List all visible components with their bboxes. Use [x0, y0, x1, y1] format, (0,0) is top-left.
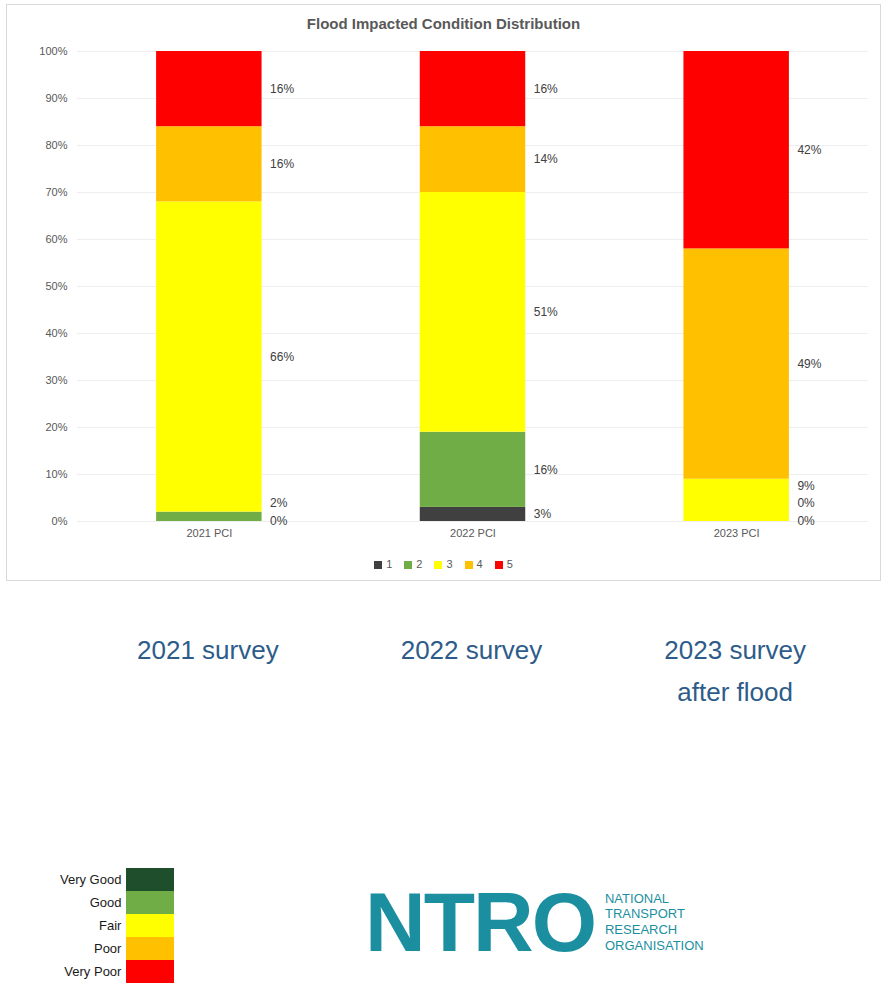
svg-text:66%: 66%: [270, 350, 294, 364]
html-text:NATIONAL: NATIONAL: [605, 890, 669, 906]
svg-text:16%: 16%: [270, 82, 294, 96]
svg-text:90%: 90%: [45, 92, 67, 104]
svg-text:2%: 2%: [270, 496, 288, 510]
html-text:after flood: after flood: [677, 676, 793, 707]
svg-text:80%: 80%: [45, 139, 67, 151]
svg-text:9%: 9%: [797, 479, 815, 493]
html-text:3: 3: [446, 558, 453, 570]
html-text:2023 survey: 2023 survey: [664, 635, 806, 665]
svg-text:16%: 16%: [534, 463, 558, 477]
svg-text:2023 PCI: 2023 PCI: [714, 527, 760, 539]
svg-text:42%: 42%: [797, 143, 821, 157]
svg-text:0%: 0%: [52, 515, 68, 527]
svg-text:3%: 3%: [534, 507, 552, 521]
html-text:Flood Impacted Condition Distr: Flood Impacted Condition Distribution: [306, 15, 581, 32]
svg-text:0%: 0%: [270, 514, 288, 528]
svg-text:51%: 51%: [534, 305, 558, 319]
svg-text:16%: 16%: [270, 157, 294, 171]
svg-text:70%: 70%: [45, 186, 67, 198]
svg-text:20%: 20%: [45, 421, 67, 433]
svg-text:2022 PCI: 2022 PCI: [450, 527, 496, 539]
html-text:2021 survey: 2021 survey: [137, 635, 279, 665]
html-text:Poor: Poor: [94, 941, 122, 956]
html-text:NTRO: NTRO: [365, 875, 595, 969]
svg-text:0%: 0%: [797, 514, 815, 528]
html-text:RESEARCH: RESEARCH: [605, 922, 678, 937]
html-text:1: 1: [386, 558, 393, 570]
html-text:2: 2: [416, 558, 423, 570]
svg-text:2021 PCI: 2021 PCI: [186, 527, 232, 539]
svg-text:49%: 49%: [797, 357, 821, 371]
html-text:4: 4: [476, 558, 483, 570]
html-text:Fair: Fair: [99, 918, 122, 933]
html-text:5: 5: [506, 558, 513, 570]
html-text:TRANSPORT: TRANSPORT: [605, 906, 685, 922]
svg-text:30%: 30%: [45, 374, 67, 386]
svg-text:10%: 10%: [45, 468, 67, 480]
svg-text:100%: 100%: [39, 45, 67, 57]
html-text:2022 survey: 2022 survey: [400, 635, 543, 665]
svg-text:16%: 16%: [534, 82, 558, 96]
svg-text:50%: 50%: [45, 280, 67, 292]
html-text:ORGANISATION: ORGANISATION: [605, 937, 704, 953]
svg-text:0%: 0%: [797, 496, 815, 510]
html-text:Good: Good: [89, 895, 122, 910]
svg-text:40%: 40%: [45, 327, 67, 339]
svg-text:60%: 60%: [45, 233, 67, 245]
html-text:Very Poor: Very Poor: [64, 964, 122, 979]
html-text:Very Good: Very Good: [60, 872, 122, 887]
svg-text:14%: 14%: [534, 152, 558, 166]
